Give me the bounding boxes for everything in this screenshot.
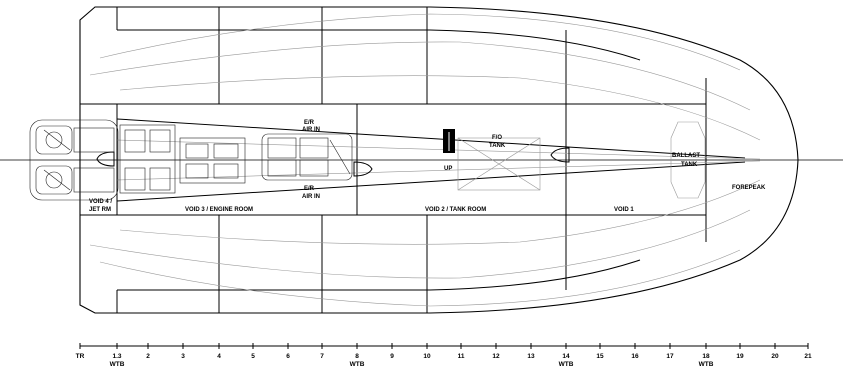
void2-label: VOID 2 / TANK ROOM xyxy=(425,207,486,213)
ballast-tank-shape xyxy=(670,121,706,199)
er-air-in-bot-label-1: E/R xyxy=(304,186,315,192)
scale-tick-label: 13 xyxy=(527,353,535,360)
hull-outline xyxy=(79,6,799,314)
void4-label-1: VOID 4 / xyxy=(89,199,112,205)
er-air-in-top-label-2: AIR IN xyxy=(302,127,320,133)
inner-deck-top xyxy=(117,29,641,61)
scale-tick-label: 1.3 xyxy=(112,353,121,360)
scale-tick-label: 9 xyxy=(390,353,394,360)
scale-tick-label: 12 xyxy=(492,353,500,360)
fo-tank-label-1: F/O xyxy=(492,135,502,141)
scale-tick-label: 5 xyxy=(251,353,255,360)
hull-line-bot-1 xyxy=(99,249,741,307)
fo-tank-outline xyxy=(457,137,541,191)
wtb-label: WTB xyxy=(110,361,125,368)
scale-tick-label: 17 xyxy=(666,353,674,360)
shaft-line-bottom xyxy=(116,161,746,202)
scale-tick-label: 2 xyxy=(146,353,150,360)
scale-tick-label: 14 xyxy=(562,353,570,360)
scale-tick-label: 15 xyxy=(596,353,604,360)
scale-tick-label: 3 xyxy=(181,353,185,360)
jet-room-machinery xyxy=(29,119,119,201)
engine-room-machinery xyxy=(119,124,353,194)
void1-label: VOID 1 xyxy=(614,207,634,213)
void4-label-2: JET RM xyxy=(89,207,111,213)
void3-label: VOID 3 / ENGINE ROOM xyxy=(185,207,253,213)
wtb-label: WTB xyxy=(350,361,365,368)
scale-tick-label: 18 xyxy=(702,353,710,360)
er-air-in-bot-label-2: AIR IN xyxy=(302,194,320,200)
scale-tick-label: 8 xyxy=(355,353,359,360)
inner-deck-bottom xyxy=(117,259,641,291)
scale-tick-label: 16 xyxy=(631,353,639,360)
door-bulkhead-1-3 xyxy=(96,151,115,167)
scale-tick-label: 10 xyxy=(423,353,431,360)
hull-line-bot-2 xyxy=(89,209,751,279)
ballast-tank-label-1: BALLAST xyxy=(672,153,700,159)
door-bulkhead-8 xyxy=(353,161,373,177)
up-label: UP xyxy=(444,166,452,172)
shaft-line-top xyxy=(116,118,746,159)
scale-tick-label: 21 xyxy=(804,353,812,360)
forepeak-label: FOREPEAK xyxy=(732,185,766,191)
ballast-tank-label-2: TANK xyxy=(681,162,698,168)
shaft-line-inner-top xyxy=(116,139,761,160)
wtb-label: WTB xyxy=(559,361,574,368)
scale-tick-label: 7 xyxy=(320,353,324,360)
scale-tick-label: 4 xyxy=(217,353,221,360)
hull-line-top-2 xyxy=(89,41,751,111)
door-bulkhead-14 xyxy=(550,147,570,163)
er-air-in-top-label-1: E/R xyxy=(304,120,315,126)
shaft-line-inner-bottom xyxy=(116,160,761,181)
scale-tick-label: TR xyxy=(76,353,85,360)
hull-line-top-3 xyxy=(119,75,761,141)
scale-tick-label: 6 xyxy=(286,353,290,360)
fo-tank-cross-2 xyxy=(457,137,541,191)
wtb-label: WTB xyxy=(699,361,714,368)
hull-line-top-1 xyxy=(99,13,741,71)
fo-tank-label-2: TANK xyxy=(489,143,506,149)
hull-line-bot-3 xyxy=(119,179,761,245)
scale-tick-label: 19 xyxy=(736,353,744,360)
scale-tick-label: 11 xyxy=(458,353,465,360)
scale-tick-label: 20 xyxy=(771,353,779,360)
